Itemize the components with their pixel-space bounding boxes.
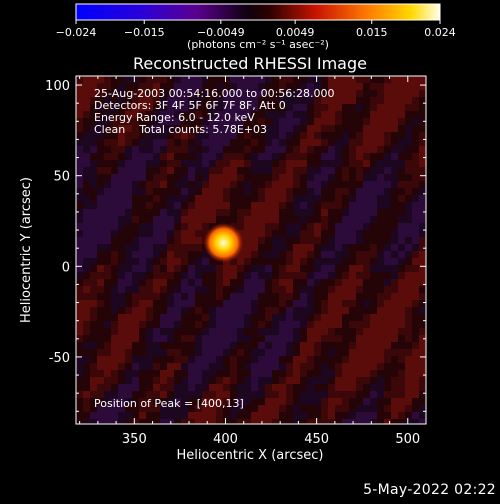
- colorbar: [75, 3, 441, 21]
- colorbar-tick-label: −0.024: [56, 26, 97, 39]
- x-tick-label: 350: [122, 432, 147, 447]
- chart-title: Reconstructed RHESSI Image: [133, 54, 367, 73]
- x-tick-label: 450: [304, 432, 329, 447]
- y-tick-label: 0: [62, 260, 70, 275]
- peak-source: [203, 222, 244, 263]
- x-tick-label: 400: [213, 432, 238, 447]
- y-tick-label: 100: [45, 79, 70, 94]
- axis-ticks: 350 400 450 500 -50 0 50 100: [45, 76, 427, 447]
- clean-counts-annotation: Clean Total counts: 5.78E+03: [94, 123, 267, 136]
- x-tick-label: 500: [395, 432, 420, 447]
- detectors-annotation: Detectors: 3F 4F 5F 6F 7F 8F, Att 0: [94, 99, 286, 112]
- colorbar-label: (photons cm⁻² s⁻¹ asec⁻²): [187, 38, 329, 51]
- y-tick-label: 50: [53, 170, 70, 185]
- peak-position-annotation: Position of Peak = [400,13]: [94, 397, 244, 410]
- time-range-annotation: 25-Aug-2003 00:54:16.000 to 00:56:28.000: [94, 87, 335, 100]
- y-tick-label: -50: [49, 351, 70, 366]
- x-axis-label: Heliocentric X (arcsec): [177, 448, 324, 463]
- energy-range-annotation: Energy Range: 6.0 - 12.0 keV: [94, 111, 255, 124]
- colorbar-tick-label: 0.024: [424, 26, 456, 39]
- colorbar-tick-label: 0.0049: [276, 26, 315, 39]
- y-axis-label: Heliocentric Y (arcsec): [19, 177, 34, 323]
- colorbar-tick-label: −0.0049: [197, 26, 245, 39]
- image-area: [76, 76, 426, 424]
- colorbar-tick-label: 0.015: [356, 26, 388, 39]
- plot-frame: [75, 75, 427, 425]
- colorbar-ticks: −0.024 −0.015 −0.0049 0.0049 0.015 0.024: [56, 20, 456, 39]
- footer-date: 5-May-2022 02:22: [363, 482, 496, 498]
- colorbar-tick-label: −0.015: [124, 26, 165, 39]
